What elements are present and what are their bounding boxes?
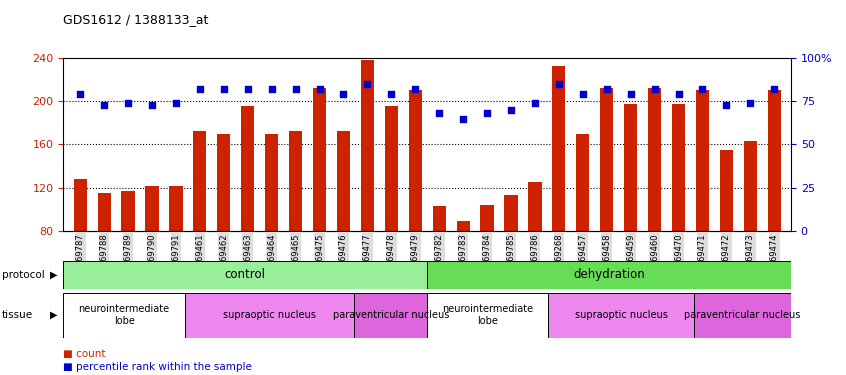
- Bar: [427, 261, 791, 289]
- Point: [576, 92, 590, 98]
- Text: ▶: ▶: [50, 310, 57, 320]
- Bar: [648, 88, 662, 231]
- Bar: [672, 105, 685, 231]
- Bar: [169, 186, 183, 231]
- Bar: [481, 205, 494, 231]
- Point: [360, 81, 374, 87]
- Text: dehydration: dehydration: [574, 268, 645, 281]
- Text: paraventricular nucleus: paraventricular nucleus: [684, 310, 800, 320]
- Bar: [265, 134, 278, 231]
- Point: [217, 86, 231, 92]
- Text: ▶: ▶: [50, 270, 57, 280]
- Bar: [337, 132, 350, 231]
- Text: GDS1612 / 1388133_at: GDS1612 / 1388133_at: [63, 13, 209, 26]
- Bar: [457, 221, 470, 231]
- Text: supraoptic nucleus: supraoptic nucleus: [223, 310, 316, 320]
- Bar: [600, 88, 613, 231]
- Point: [313, 86, 327, 92]
- Point: [648, 86, 662, 92]
- Point: [97, 102, 111, 108]
- Point: [624, 92, 637, 98]
- Point: [504, 107, 518, 113]
- Point: [288, 86, 302, 92]
- Text: tissue: tissue: [2, 310, 33, 320]
- Bar: [767, 90, 781, 231]
- Bar: [576, 134, 590, 231]
- Bar: [241, 106, 255, 231]
- Text: paraventricular nucleus: paraventricular nucleus: [332, 310, 449, 320]
- Bar: [504, 195, 518, 231]
- Bar: [74, 179, 87, 231]
- Point: [720, 102, 733, 108]
- Point: [385, 92, 398, 98]
- Bar: [122, 191, 135, 231]
- Text: ■ count: ■ count: [63, 350, 106, 359]
- Point: [74, 92, 87, 98]
- Point: [672, 92, 685, 98]
- Bar: [694, 292, 791, 338]
- Bar: [696, 90, 709, 231]
- Bar: [385, 106, 398, 231]
- Bar: [184, 292, 354, 338]
- Point: [744, 100, 757, 106]
- Point: [481, 110, 494, 116]
- Point: [695, 86, 709, 92]
- Bar: [193, 132, 206, 231]
- Point: [767, 86, 781, 92]
- Bar: [427, 292, 548, 338]
- Bar: [63, 261, 427, 289]
- Point: [241, 86, 255, 92]
- Point: [600, 86, 613, 92]
- Text: control: control: [225, 268, 266, 281]
- Point: [456, 116, 470, 122]
- Point: [409, 86, 422, 92]
- Point: [169, 100, 183, 106]
- Bar: [97, 193, 111, 231]
- Point: [265, 86, 278, 92]
- Bar: [289, 132, 302, 231]
- Bar: [146, 186, 158, 231]
- Text: protocol: protocol: [2, 270, 45, 280]
- Bar: [360, 60, 374, 231]
- Text: neurointermediate
lobe: neurointermediate lobe: [442, 304, 534, 326]
- Point: [121, 100, 135, 106]
- Text: ■ percentile rank within the sample: ■ percentile rank within the sample: [63, 363, 252, 372]
- Text: neurointermediate
lobe: neurointermediate lobe: [79, 304, 170, 326]
- Bar: [529, 182, 541, 231]
- Bar: [744, 141, 757, 231]
- Text: supraoptic nucleus: supraoptic nucleus: [574, 310, 667, 320]
- Bar: [624, 105, 637, 231]
- Point: [432, 110, 446, 116]
- Bar: [720, 150, 733, 231]
- Bar: [552, 66, 565, 231]
- Bar: [409, 90, 422, 231]
- Bar: [432, 206, 446, 231]
- Point: [552, 81, 566, 87]
- Bar: [63, 292, 184, 338]
- Bar: [354, 292, 427, 338]
- Point: [528, 100, 541, 106]
- Point: [146, 102, 159, 108]
- Bar: [217, 134, 230, 231]
- Bar: [548, 292, 694, 338]
- Point: [193, 86, 206, 92]
- Bar: [313, 88, 326, 231]
- Point: [337, 92, 350, 98]
